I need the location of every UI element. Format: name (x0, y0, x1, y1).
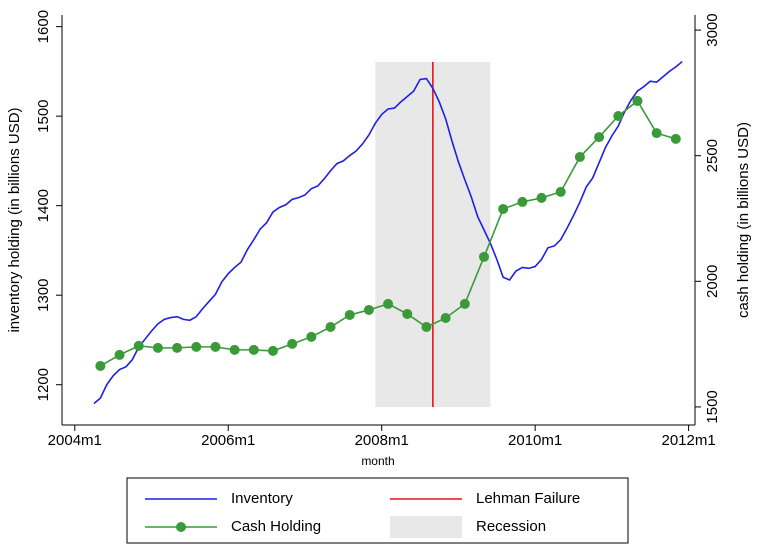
series-marker (306, 331, 317, 342)
legend-swatch (390, 516, 462, 538)
series-marker (479, 251, 489, 262)
series-marker (555, 186, 566, 197)
series-marker (344, 309, 355, 320)
series-marker (191, 341, 202, 352)
series-marker (536, 192, 547, 203)
y2-tick-label: 2000 (704, 265, 721, 298)
series-marker (498, 203, 509, 214)
y-tick-label: 1200 (35, 368, 52, 401)
series-marker (172, 342, 183, 353)
x-tick-label: 2012m1 (661, 432, 715, 449)
legend-marker (176, 522, 186, 532)
series-marker (421, 322, 432, 333)
series-marker (402, 308, 413, 319)
y2-tick-label: 3000 (704, 13, 721, 46)
series-marker (268, 345, 278, 356)
series-marker (363, 304, 374, 315)
x-axis-title: month (361, 454, 394, 468)
series-marker (325, 322, 336, 333)
legend-label: Inventory (231, 490, 293, 507)
series-marker (133, 340, 144, 351)
series-marker (574, 151, 585, 162)
y-tick-label: 1600 (35, 10, 52, 43)
y-tick-label: 1500 (35, 99, 52, 132)
series-marker (459, 298, 470, 309)
series-marker (152, 342, 163, 353)
y-axis-title: inventory holding (in billions USD) (6, 107, 23, 332)
legend (126, 477, 629, 544)
series-marker (95, 360, 106, 371)
series-marker (383, 298, 394, 309)
legend-label: Lehman Failure (476, 490, 580, 507)
series-marker (594, 132, 605, 143)
series-marker (651, 128, 662, 139)
series-marker (670, 133, 681, 144)
series-marker (210, 341, 221, 352)
series-marker (632, 95, 643, 106)
plot-area (93, 60, 683, 407)
legend-label: Cash Holding (231, 518, 321, 535)
series-marker (517, 196, 528, 207)
y-tick-label: 1400 (35, 189, 52, 222)
y-tick-label: 1300 (35, 279, 52, 312)
series-marker (248, 344, 259, 355)
series-marker (287, 338, 298, 349)
legend-items: Inventory Cash Holding Lehman Failure Reces… (145, 490, 580, 538)
y2-tick-label: 1500 (704, 390, 721, 423)
x-tick-label: 2008m1 (355, 432, 409, 449)
series-marker (440, 312, 451, 323)
y2-axis-title: cash holding (in billions USD) (735, 122, 752, 318)
x-tick-label: 2010m1 (508, 432, 562, 449)
series-marker (229, 344, 240, 355)
series-marker (613, 110, 624, 121)
x-tick-label: 2004m1 (48, 432, 102, 449)
series-line (93, 60, 683, 405)
x-tick-label: 2006m1 (201, 432, 255, 449)
series-marker (114, 349, 125, 360)
y2-tick-label: 2500 (704, 139, 721, 172)
legend-label: Recession (476, 518, 546, 535)
